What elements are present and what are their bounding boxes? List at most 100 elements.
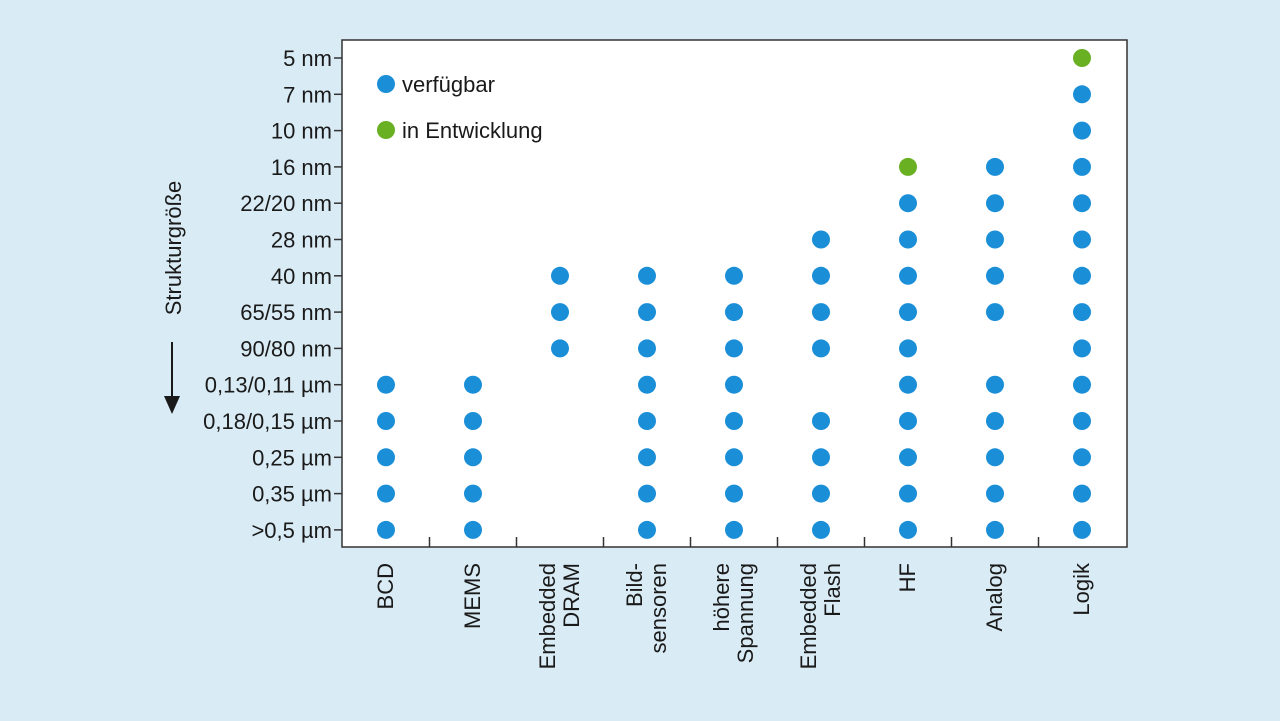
data-point [725,339,743,358]
data-point [638,375,656,394]
x-tick-label: Spannung [733,563,758,663]
x-tick-label: Bild- [622,563,647,607]
y-axis-label: Strukturgröße [161,181,186,316]
data-point [377,375,395,394]
x-tick-label: Analog [982,563,1007,632]
data-point [551,303,569,322]
data-point [812,412,830,430]
y-tick-label: 16 nm [271,155,332,180]
data-point [986,448,1004,467]
legend-marker [377,121,395,139]
data-point [1073,85,1091,104]
legend-marker [377,75,395,93]
y-tick-label: 7 nm [283,82,332,107]
data-point [986,194,1004,213]
data-points [377,49,1091,539]
data-point [986,484,1004,503]
data-point [899,448,917,467]
data-point [1073,194,1091,213]
x-tick-label: MEMS [460,563,485,629]
data-point [464,412,482,430]
data-point [725,303,743,322]
data-point [551,266,569,285]
x-tick-label: höhere [709,563,734,632]
x-tick-label: DRAM [559,563,584,628]
data-point [812,303,830,322]
y-tick-label: 22/20 nm [240,191,332,216]
data-point [899,339,917,358]
data-point [725,266,743,285]
x-tick-label: sensoren [646,563,671,654]
legend-label: verfügbar [402,72,495,97]
data-point [638,266,656,285]
y-axis-label-group: Strukturgröße [161,181,186,414]
data-point [1073,121,1091,140]
data-point [1073,484,1091,503]
y-tick-label: >0,5 µm [251,518,332,543]
data-point [899,230,917,249]
data-point [812,484,830,503]
data-point [899,303,917,322]
data-point [899,484,917,503]
data-point [1073,157,1091,176]
x-tick-label: BCD [373,563,398,609]
y-axis: 5 nm 7 nm 10 nm 16 nm 22/20 nm 28 nm 40 nm 65/5… [203,46,342,543]
y-tick-label: 5 nm [283,46,332,71]
y-tick-label: 0,35 µm [252,482,332,507]
data-point [1073,49,1091,67]
y-tick-label: 40 nm [271,264,332,289]
data-point [464,520,482,539]
y-tick-label: 10 nm [271,119,332,144]
data-point [1073,303,1091,322]
data-point [986,266,1004,285]
data-point [638,520,656,539]
data-point [725,520,743,539]
plot-frame [341,39,1128,548]
data-point [377,448,395,467]
y-tick-label: 90/80 nm [240,336,332,361]
data-point [1073,375,1091,394]
data-point [899,194,917,213]
data-point [1073,339,1091,358]
data-point [1073,520,1091,539]
data-point [986,303,1004,322]
data-point [725,448,743,467]
data-point [899,266,917,285]
data-point [1073,412,1091,430]
y-tick-label: 0,25 µm [252,445,332,470]
data-point [551,339,569,358]
data-point [638,339,656,358]
data-point [464,484,482,503]
data-point [638,303,656,322]
data-point [812,266,830,285]
legend-label: in Entwicklung [402,118,543,143]
data-point [812,448,830,467]
x-tick-label: Embedded [535,563,560,669]
data-point [725,412,743,430]
data-point [1073,230,1091,249]
data-point [986,230,1004,249]
data-point [377,484,395,503]
data-point [812,339,830,358]
data-point [899,412,917,430]
x-tick-label: Logik [1069,562,1094,616]
data-point [377,412,395,430]
data-point [638,448,656,467]
data-point [986,520,1004,539]
data-point [986,375,1004,394]
y-tick-label: 0,13/0,11 µm [205,373,332,398]
data-point [986,157,1004,176]
data-point [725,375,743,394]
x-tick-label: HF [895,563,920,592]
data-point [899,375,917,394]
data-point [464,448,482,467]
data-point [377,520,395,539]
data-point [464,375,482,394]
data-point [1073,448,1091,467]
data-point [1073,266,1091,285]
x-tick-label: Embedded [796,563,821,669]
x-axis: BCD MEMS Embedded DRAM Bild-sensoren höhere Sp… [373,537,1094,669]
y-tick-label: 0,18/0,15 µm [203,409,332,434]
y-tick-label: 65/55 nm [240,300,332,325]
